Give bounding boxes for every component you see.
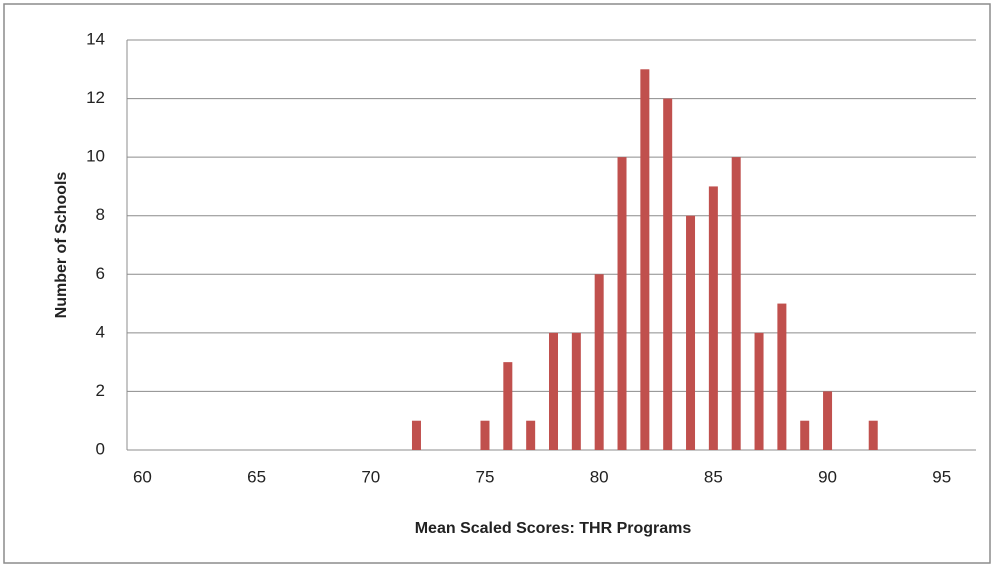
x-tick-label: 85	[704, 467, 723, 486]
y-axis-title: Number of Schools	[53, 172, 70, 319]
y-tick-label: 0	[96, 439, 105, 458]
bar	[503, 362, 513, 450]
y-tick-label: 4	[96, 322, 105, 341]
y-tick-label: 12	[86, 88, 105, 107]
x-tick-label: 95	[932, 467, 951, 486]
x-tick-label: 65	[247, 467, 266, 486]
bar	[663, 98, 673, 451]
bar	[868, 420, 878, 450]
x-tick-label: 80	[590, 467, 609, 486]
y-tick-label: 2	[96, 381, 105, 400]
bar	[731, 157, 741, 450]
bar	[823, 391, 833, 450]
bar	[549, 332, 558, 450]
bar	[777, 303, 787, 450]
bar	[708, 186, 718, 450]
bar	[411, 420, 421, 450]
x-axis-title: Mean Scaled Scores: THR Programs	[415, 520, 692, 537]
bar	[571, 332, 581, 450]
bar	[640, 69, 650, 451]
bar	[686, 215, 696, 450]
y-tick-label: 8	[96, 205, 105, 224]
chart-border	[3, 3, 991, 564]
bar	[754, 332, 764, 450]
x-tick-label: 75	[476, 467, 495, 486]
bar	[800, 420, 810, 450]
x-tick-label: 90	[818, 467, 837, 486]
y-tick-label: 14	[86, 29, 105, 48]
bar	[526, 420, 536, 450]
y-tick-label: 10	[86, 147, 105, 166]
bar	[617, 157, 627, 450]
bar	[594, 274, 604, 450]
x-tick-label: 70	[361, 467, 380, 486]
x-tick-label: 60	[133, 467, 152, 486]
bar	[480, 420, 490, 450]
y-tick-label: 6	[96, 264, 105, 283]
